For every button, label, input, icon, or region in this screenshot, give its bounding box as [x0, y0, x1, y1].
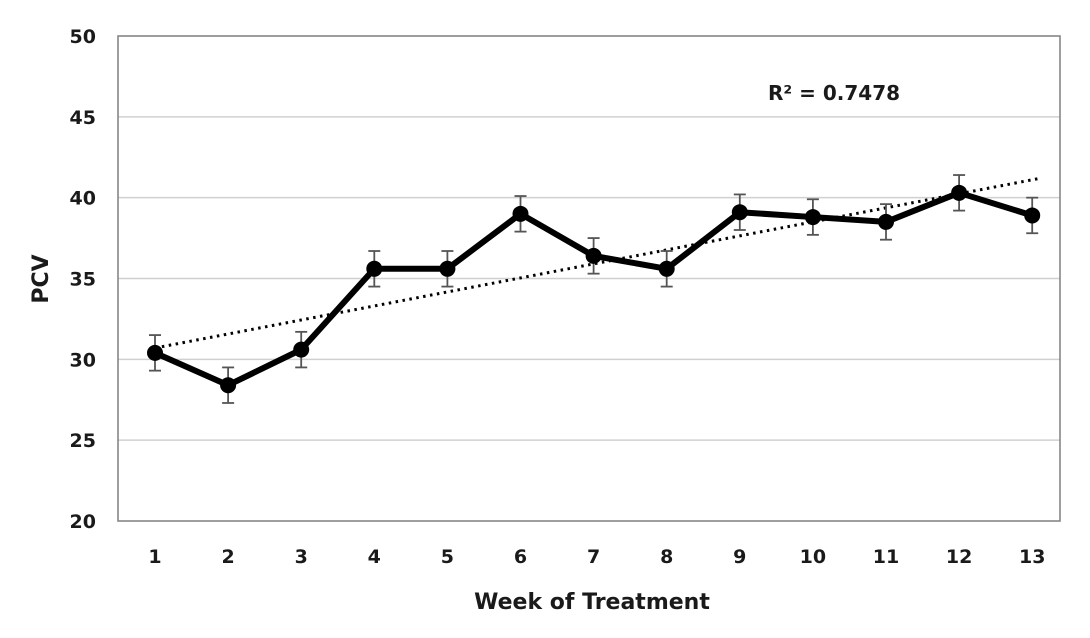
series-line — [153, 189, 1034, 389]
data-point — [878, 213, 894, 230]
r-squared-annotation: R² = 0.7478 — [768, 81, 900, 105]
y-tick-label: 40 — [70, 188, 96, 210]
x-tick-label: 5 — [441, 546, 454, 568]
x-tick-label: 1 — [148, 546, 161, 568]
gridlines — [118, 116, 1060, 441]
data-point — [293, 341, 310, 358]
data-point — [658, 260, 675, 277]
data-point — [951, 184, 968, 201]
data-point — [1024, 207, 1041, 224]
data-point — [366, 260, 383, 277]
plot-area-border — [117, 35, 1061, 522]
data-point — [147, 344, 163, 361]
y-tick-label: 30 — [70, 349, 96, 371]
y-axis-title: PCV — [29, 254, 54, 303]
data-point — [804, 209, 821, 226]
y-tick-label: 50 — [70, 26, 96, 48]
x-tick-label: 13 — [1019, 546, 1045, 568]
x-tick-label: 7 — [587, 546, 600, 568]
x-tick-label: 3 — [295, 546, 308, 568]
data-point — [585, 247, 602, 264]
y-tick-labels: 20 25 30 35 40 45 50 — [70, 26, 96, 533]
y-tick-label: 45 — [70, 107, 96, 129]
x-tick-label: 6 — [514, 546, 527, 568]
x-axis-title: Week of Treatment — [474, 590, 710, 615]
data-point — [220, 377, 237, 394]
y-tick-label: 35 — [70, 269, 96, 291]
x-tick-label: 9 — [733, 546, 746, 568]
data-point — [731, 204, 748, 221]
trendline — [154, 176, 1041, 350]
x-tick-label: 8 — [660, 546, 673, 568]
x-tick-label: 2 — [221, 546, 234, 568]
x-tick-label: 4 — [368, 546, 381, 568]
y-tick-label: 20 — [70, 511, 96, 533]
error-bars — [149, 174, 1039, 404]
data-point — [512, 205, 529, 222]
x-tick-label: 12 — [946, 546, 972, 568]
data-points — [147, 184, 1041, 394]
x-tick-labels: 1 2 3 4 5 6 7 8 9 10 11 12 13 — [148, 546, 1045, 568]
x-tick-label: 10 — [800, 546, 826, 568]
data-point — [439, 260, 456, 277]
x-tick-label: 11 — [873, 546, 899, 568]
y-tick-label: 25 — [70, 430, 96, 452]
